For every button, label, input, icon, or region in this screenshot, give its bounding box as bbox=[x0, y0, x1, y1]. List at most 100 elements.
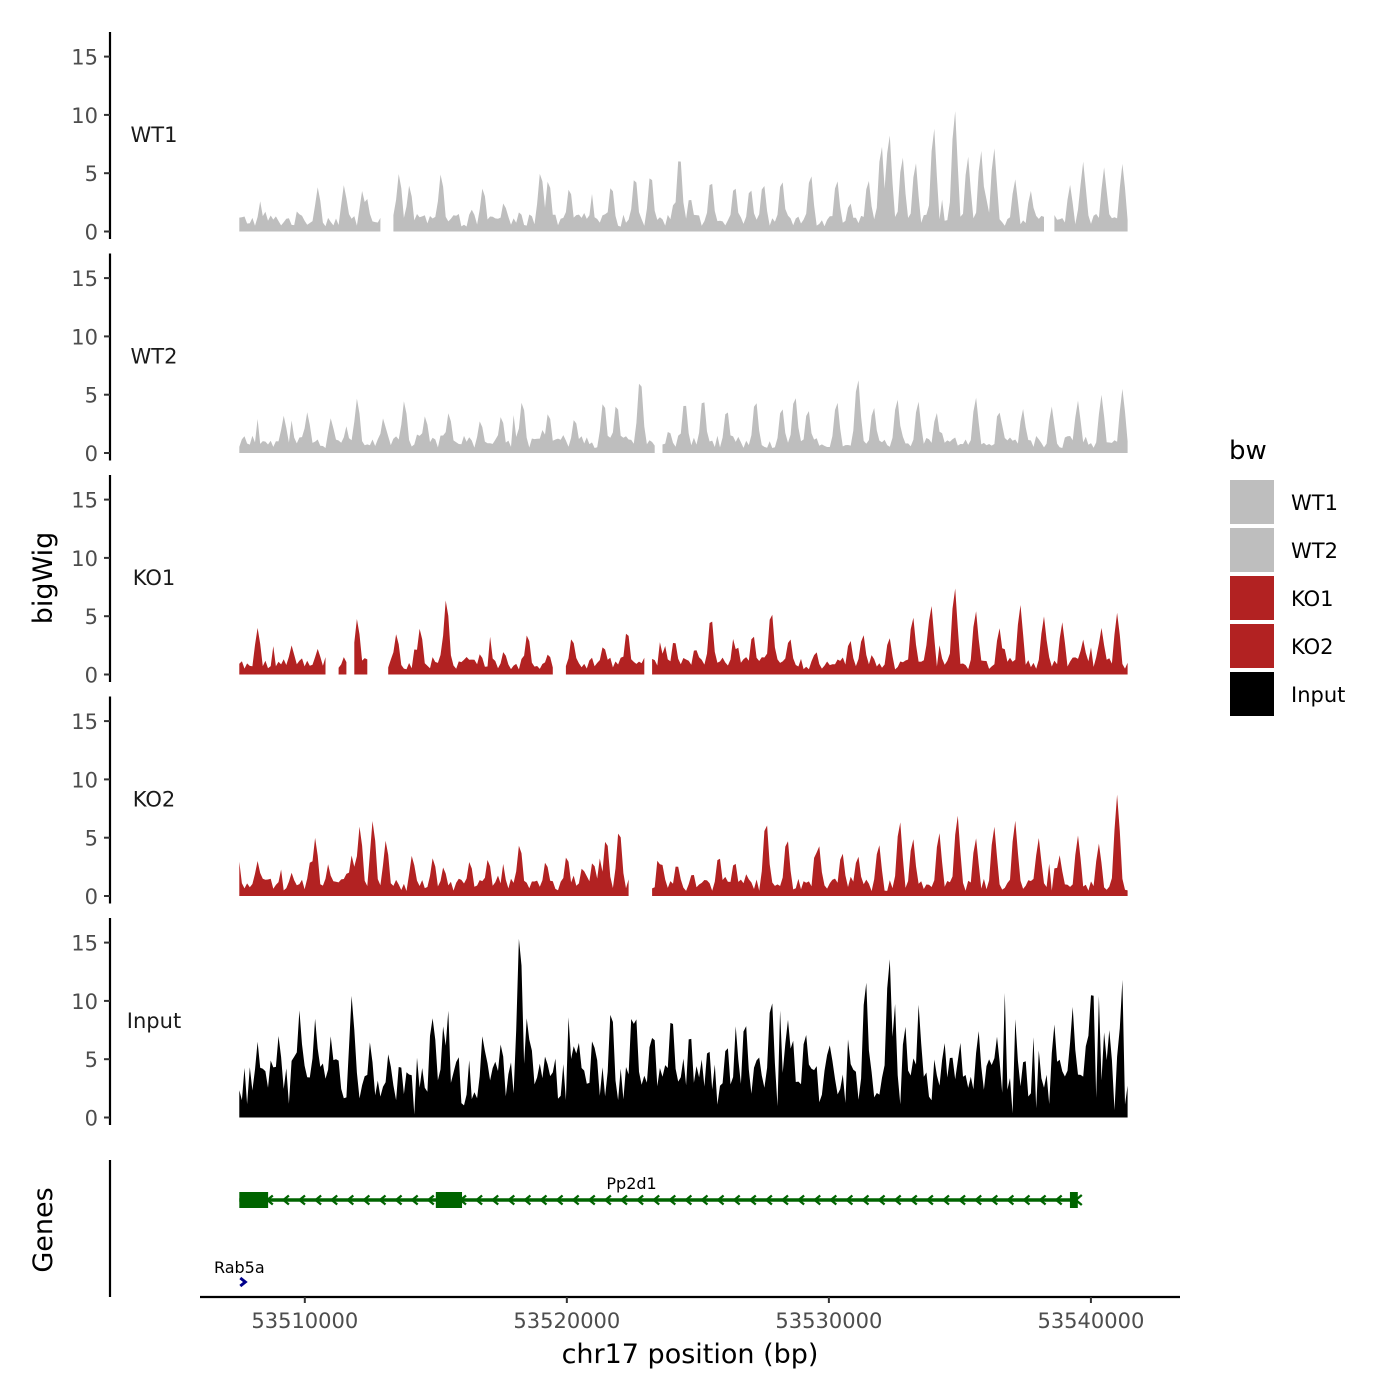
signal-area-wt2 bbox=[662, 380, 1128, 453]
track-label: KO1 bbox=[133, 566, 176, 590]
signal-area-wt1 bbox=[239, 185, 381, 232]
y-tick-label: 0 bbox=[85, 1107, 98, 1131]
track-ko1: 0 5 10 15 KO1 bbox=[71, 475, 1128, 688]
strand-arrow bbox=[893, 1194, 902, 1206]
signal-area-ko1 bbox=[565, 633, 645, 675]
gene-exon bbox=[1069, 1192, 1078, 1208]
track-label: WT2 bbox=[131, 345, 178, 369]
signal-area-wt1 bbox=[1054, 161, 1128, 232]
y-tick-label: 10 bbox=[71, 325, 98, 349]
genes-panel: Pp2d1 Rab5a bbox=[108, 1160, 1083, 1297]
strand-arrow bbox=[1006, 1194, 1015, 1206]
gene-label-rab5a: Rab5a bbox=[214, 1258, 265, 1277]
strand-arrow bbox=[394, 1194, 403, 1206]
genes-axis-title: Genes bbox=[28, 1187, 59, 1272]
strand-arrow bbox=[861, 1194, 870, 1206]
legend-label-wt2: WT2 bbox=[1291, 539, 1338, 563]
y-tick-label: 5 bbox=[85, 162, 98, 186]
gene-rab5a: Rab5a bbox=[214, 1258, 265, 1288]
signal-area-ko1 bbox=[239, 627, 326, 675]
legend-label-ko2: KO2 bbox=[1291, 635, 1334, 659]
legend-key-wt2 bbox=[1230, 528, 1274, 572]
track-label: KO2 bbox=[133, 788, 176, 812]
strand-arrow bbox=[716, 1194, 725, 1206]
gene-exon bbox=[239, 1192, 269, 1208]
strand-arrow bbox=[523, 1194, 532, 1206]
strand-arrow bbox=[989, 1194, 999, 1206]
strand-arrow bbox=[925, 1194, 934, 1206]
strand-arrow bbox=[1074, 1194, 1083, 1206]
strand-arrow bbox=[490, 1194, 499, 1206]
strand-arrow bbox=[845, 1194, 854, 1206]
y-tick-label: 0 bbox=[85, 442, 98, 466]
signal-area-ko1 bbox=[338, 657, 347, 675]
strand-arrow bbox=[362, 1194, 371, 1206]
strand-arrow bbox=[684, 1194, 693, 1206]
strand-arrow bbox=[265, 1194, 274, 1206]
y-tick-label: 10 bbox=[71, 768, 98, 792]
strand-arrow bbox=[780, 1194, 789, 1206]
strand-arrow bbox=[345, 1194, 355, 1206]
legend-key-ko2 bbox=[1230, 624, 1274, 668]
strand-arrow bbox=[700, 1194, 709, 1206]
y-tick-label: 5 bbox=[85, 1048, 98, 1072]
y-tick-label: 15 bbox=[71, 46, 98, 70]
strand-arrow bbox=[378, 1194, 387, 1206]
y-tick-label: 0 bbox=[85, 221, 98, 245]
strand-arrow bbox=[764, 1194, 773, 1206]
y-tick-label: 5 bbox=[85, 827, 98, 851]
x-tick-label: 53520000 bbox=[513, 1309, 620, 1333]
gene-exon bbox=[435, 1192, 463, 1208]
strand-arrow bbox=[941, 1194, 950, 1206]
x-axis: 53510000 53520000 53530000 53540000 bbox=[200, 1295, 1180, 1333]
signal-area-wt2 bbox=[239, 383, 655, 453]
signal-area-ko1 bbox=[388, 600, 553, 675]
signal-area-input bbox=[239, 938, 1128, 1118]
y-tick-label: 15 bbox=[71, 710, 98, 734]
legend-label-input: Input bbox=[1291, 683, 1345, 707]
x-tick-label: 53530000 bbox=[775, 1309, 882, 1333]
strand-arrow bbox=[297, 1194, 306, 1206]
strand-arrow bbox=[239, 1276, 248, 1288]
gene-label-pp2d1: Pp2d1 bbox=[606, 1174, 656, 1193]
strand-arrow bbox=[458, 1194, 467, 1206]
x-tick-label: 53540000 bbox=[1037, 1309, 1144, 1333]
strand-arrow bbox=[442, 1194, 451, 1206]
strand-arrow bbox=[410, 1194, 419, 1206]
track-ko2: 0 5 10 15 KO2 bbox=[71, 696, 1128, 909]
strand-arrow bbox=[329, 1194, 338, 1206]
y-tick-label: 10 bbox=[71, 104, 98, 128]
x-axis-title: chr17 position (bp) bbox=[562, 1339, 819, 1370]
strand-arrow bbox=[1038, 1194, 1047, 1206]
track-wt1: 0 5 10 15 WT1 bbox=[71, 32, 1128, 245]
strand-arrow bbox=[732, 1194, 741, 1206]
bigwig-tracks: 0 5 10 15 WT1 0 5 10 15 WT2 0 5 10 15 KO1 0 5 10 15 KO2 0 5 10… bbox=[71, 32, 1128, 1131]
y-tick-label: 0 bbox=[85, 664, 98, 688]
signal-area-ko2 bbox=[239, 821, 629, 896]
strand-arrow bbox=[957, 1194, 966, 1206]
strand-arrow bbox=[1054, 1194, 1063, 1206]
strand-arrow bbox=[748, 1194, 757, 1206]
y-axis-title: bigWig bbox=[28, 532, 59, 625]
strand-arrow bbox=[313, 1194, 322, 1206]
gene-pp2d1: Pp2d1 bbox=[239, 1174, 1083, 1208]
strand-arrow bbox=[474, 1194, 483, 1206]
strand-arrow bbox=[426, 1194, 435, 1206]
legend-key-wt1 bbox=[1230, 480, 1274, 524]
strand-arrow bbox=[587, 1194, 596, 1206]
y-tick-label: 10 bbox=[71, 547, 98, 571]
y-tick-label: 0 bbox=[85, 885, 98, 909]
legend: bw WT1 WT2 KO1 KO2 Input bbox=[1229, 436, 1345, 716]
legend-title: bw bbox=[1229, 436, 1267, 466]
y-tick-label: 15 bbox=[71, 489, 98, 513]
signal-area-ko1 bbox=[354, 619, 368, 675]
strand-arrow bbox=[909, 1194, 918, 1206]
strand-arrow bbox=[1022, 1194, 1031, 1206]
signal-area-wt1 bbox=[393, 111, 1044, 232]
legend-key-ko1 bbox=[1230, 576, 1274, 620]
strand-arrow bbox=[635, 1194, 644, 1206]
signal-area-ko2 bbox=[652, 794, 1128, 896]
track-label: WT1 bbox=[131, 123, 178, 147]
strand-arrow bbox=[539, 1194, 548, 1206]
